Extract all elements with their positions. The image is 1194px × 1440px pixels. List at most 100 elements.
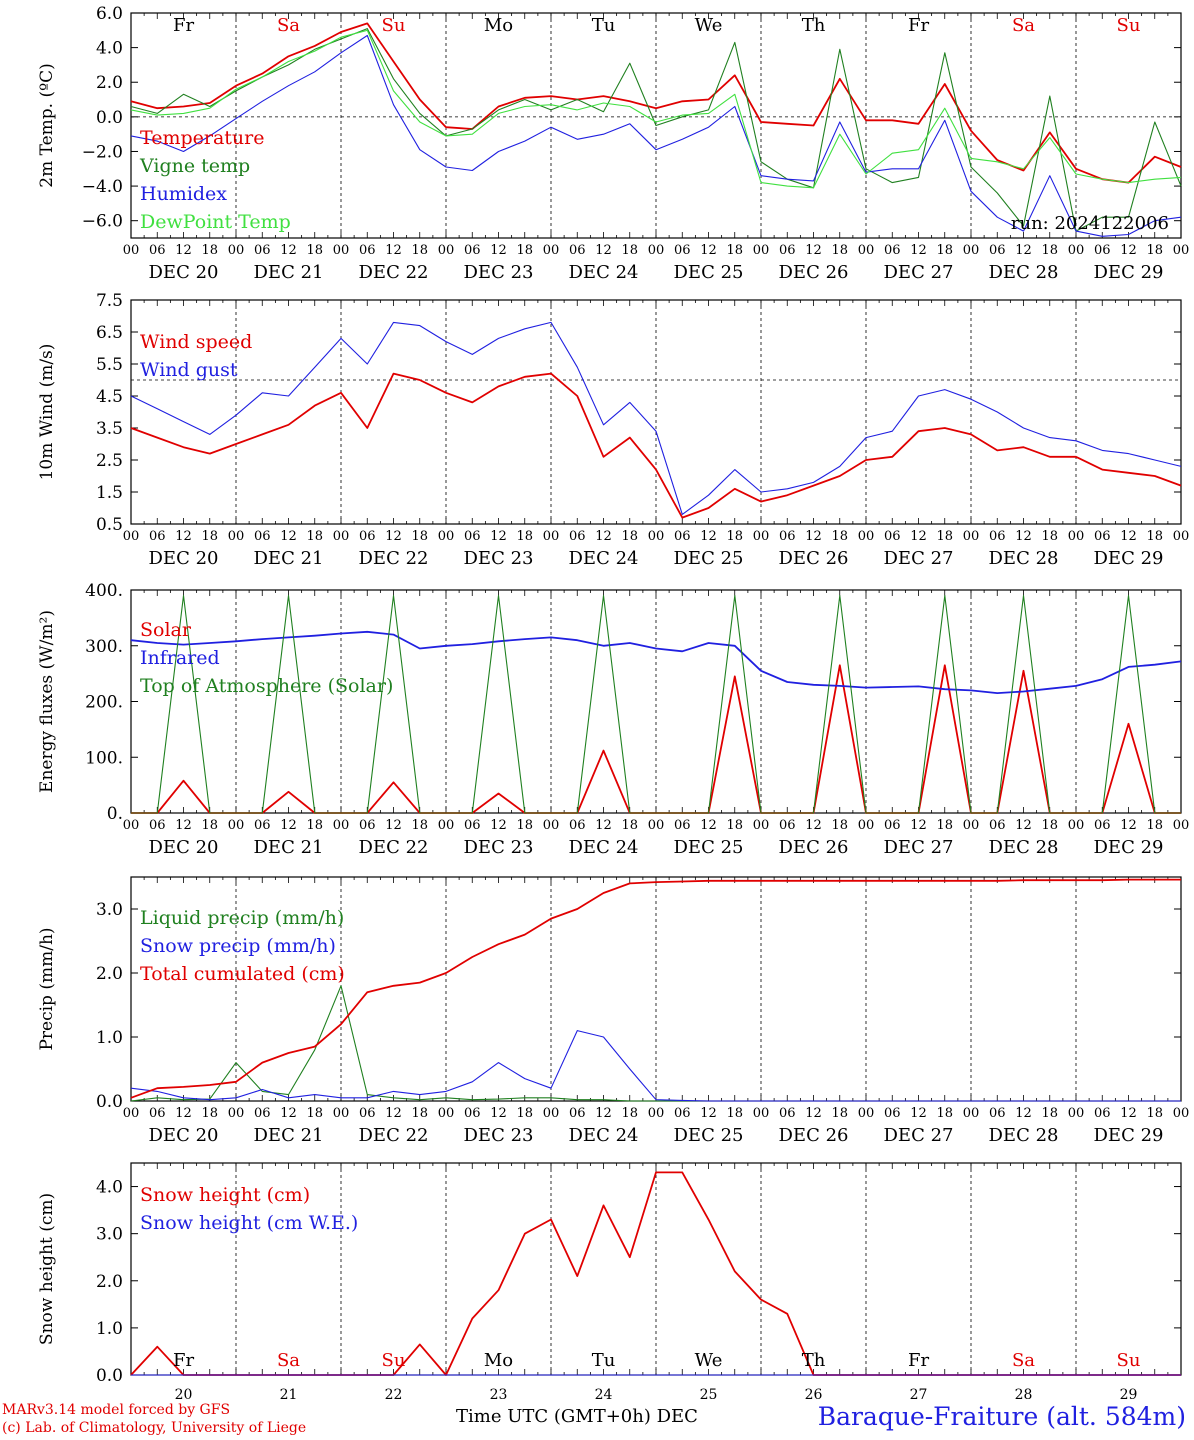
hour-tick-label: 00 [963, 818, 980, 833]
date-label: DEC 24 [569, 837, 639, 858]
hour-tick-label: 12 [805, 243, 822, 258]
hour-tick-label: 00 [543, 529, 560, 544]
hour-tick-label: 18 [516, 1106, 533, 1121]
hour-tick-label: 18 [831, 1106, 848, 1121]
hour-tick-label: 18 [726, 243, 743, 258]
date-label: DEC 22 [359, 1125, 429, 1146]
hour-tick-label: 06 [674, 243, 691, 258]
hour-tick-label: 06 [779, 529, 796, 544]
hour-tick-label: 00 [123, 818, 140, 833]
hour-tick-label: 18 [1146, 529, 1163, 544]
legend-entry: Humidex [140, 183, 227, 205]
run-label: run: 2024122006 [1011, 213, 1169, 234]
hour-tick-label: 00 [333, 818, 350, 833]
hour-tick-label: 06 [464, 529, 481, 544]
hour-tick-label: 06 [254, 529, 271, 544]
hour-tick-label: 18 [201, 243, 218, 258]
day-name-label: Sa [277, 1350, 300, 1371]
hour-tick-label: 12 [280, 243, 297, 258]
hour-tick-label: 06 [254, 1106, 271, 1121]
hour-tick-label: 00 [333, 529, 350, 544]
hour-tick-label: 00 [1068, 1106, 1085, 1121]
hour-tick-label: 18 [306, 818, 323, 833]
y-tick-label: 2.0 [96, 73, 123, 93]
hour-tick-label: 12 [700, 243, 717, 258]
hour-tick-label: 06 [989, 1106, 1006, 1121]
date-label: DEC 23 [464, 837, 534, 858]
date-label: DEC 25 [674, 1125, 744, 1146]
hour-tick-label: 06 [569, 1106, 586, 1121]
legend-entry: Vigne temp [139, 155, 250, 177]
hour-tick-label: 06 [989, 529, 1006, 544]
hour-tick-label: 00 [123, 1106, 140, 1121]
hour-tick-label: 18 [831, 818, 848, 833]
hour-tick-label: 00 [438, 529, 455, 544]
hour-tick-label: 12 [1015, 1106, 1032, 1121]
date-label: DEC 28 [989, 837, 1059, 858]
day-name-label: Fr [908, 15, 929, 36]
hour-tick-label: 12 [805, 529, 822, 544]
legend-entry: Infrared [140, 647, 220, 669]
date-label: DEC 26 [779, 548, 849, 569]
hour-tick-label: 12 [385, 243, 402, 258]
hour-tick-label: 12 [700, 529, 717, 544]
date-label: DEC 27 [884, 548, 954, 569]
panel-frame [130, 589, 1182, 814]
date-label: DEC 26 [779, 262, 849, 283]
date-label: DEC 22 [359, 837, 429, 858]
day-number-label: 20 [175, 1387, 193, 1403]
date-label: DEC 20 [149, 262, 219, 283]
hour-tick-label: 12 [280, 818, 297, 833]
hour-tick-label: 18 [411, 243, 428, 258]
hour-tick-label: 06 [569, 529, 586, 544]
hour-tick-label: 18 [936, 243, 953, 258]
hour-tick-label: 06 [149, 818, 166, 833]
x-axis-label: Time UTC (GMT+0h) DEC [456, 1406, 698, 1427]
y-axis-label: 2m Temp. (ºC) [37, 63, 57, 188]
hour-tick-label: 06 [359, 529, 376, 544]
y-tick-label: 7.5 [96, 291, 123, 311]
hour-tick-label: 12 [700, 818, 717, 833]
hour-tick-label: 06 [1094, 243, 1111, 258]
hour-tick-label: 18 [411, 818, 428, 833]
hour-tick-label: 00 [438, 1106, 455, 1121]
y-tick-label: 3.5 [96, 419, 123, 439]
day-name-label: Sa [1012, 1350, 1035, 1371]
hour-tick-label: 00 [438, 243, 455, 258]
hour-tick-label: 00 [333, 243, 350, 258]
legend-entry: Solar [140, 619, 192, 641]
model-credit: MARv3.14 model forced by GFS [2, 1402, 231, 1418]
hour-tick-label: 00 [858, 243, 875, 258]
series-line-snow-precip-mm-h- [130, 1030, 1181, 1102]
hour-tick-label: 00 [648, 1106, 665, 1121]
hour-tick-label: 18 [201, 1106, 218, 1121]
y-axis-label: Energy fluxes (W/m²) [37, 610, 57, 793]
series-line-humidex [130, 34, 1182, 237]
hour-tick-label: 18 [831, 529, 848, 544]
hour-tick-label: 12 [175, 529, 192, 544]
hour-tick-label: 06 [674, 529, 691, 544]
day-name-label: Fr [908, 1350, 929, 1371]
hour-tick-label: 18 [1041, 1106, 1058, 1121]
hour-tick-label: 00 [543, 243, 560, 258]
y-tick-label: 2.0 [96, 1272, 123, 1292]
hour-tick-label: 00 [858, 818, 875, 833]
hour-tick-label: 00 [858, 529, 875, 544]
hour-tick-label: 12 [700, 1106, 717, 1121]
date-label: DEC 24 [569, 1125, 639, 1146]
hour-tick-label: 18 [201, 818, 218, 833]
hour-tick-label: 12 [1120, 529, 1137, 544]
y-tick-label: 0.0 [96, 1366, 123, 1386]
hour-tick-label: 06 [149, 529, 166, 544]
hour-tick-label: 12 [280, 529, 297, 544]
hour-tick-label: 12 [1015, 529, 1032, 544]
day-number-label: 22 [385, 1387, 403, 1403]
date-label: DEC 20 [149, 548, 219, 569]
hour-tick-label: 00 [963, 1106, 980, 1121]
hour-tick-label: 12 [910, 529, 927, 544]
day-number-label: 25 [700, 1387, 718, 1403]
hour-tick-label: 00 [1068, 818, 1085, 833]
hour-tick-label: 06 [359, 243, 376, 258]
hour-tick-label: 06 [674, 818, 691, 833]
series-line-infrared [130, 630, 1182, 694]
